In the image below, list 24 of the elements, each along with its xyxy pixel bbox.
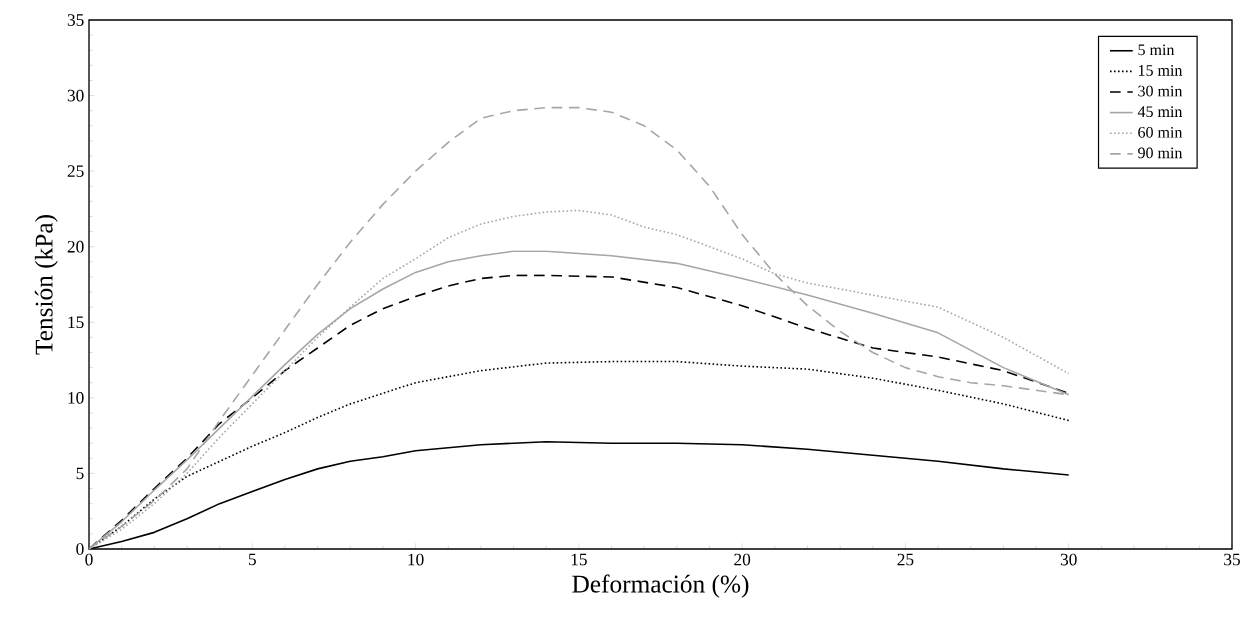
x-tick-label: 5 <box>248 553 256 566</box>
y-axis-title: Tensión (kPa) <box>34 215 58 355</box>
x-axis-title: Deformación (%) <box>572 574 749 598</box>
y-tick-label: 20 <box>67 240 84 253</box>
legend-label: 5 min <box>1138 44 1175 56</box>
legend-label: 30 min <box>1138 85 1183 97</box>
x-tick-label: 25 <box>897 553 914 566</box>
y-tick-label: 30 <box>67 89 84 102</box>
legend-label: 90 min <box>1138 147 1183 159</box>
x-tick-label: 10 <box>408 553 424 566</box>
y-tick-label: 35 <box>67 14 84 26</box>
x-tick-label: 35 <box>1224 553 1240 566</box>
y-tick-label: 15 <box>68 316 84 329</box>
x-tick-label: 30 <box>1060 553 1077 566</box>
legend-label: 60 min <box>1138 126 1183 138</box>
y-tick-label: 25 <box>67 165 84 177</box>
legend-label: 45 min <box>1137 106 1183 118</box>
y-tick-label: 5 <box>76 467 84 480</box>
y-tick-label: 10 <box>68 392 84 404</box>
y-tick-label: 0 <box>76 543 84 555</box>
legend-label: 15 min <box>1138 65 1183 76</box>
x-tick-label: 0 <box>85 553 93 566</box>
x-tick-label: 20 <box>734 553 751 566</box>
x-tick-label: 15 <box>571 553 587 566</box>
